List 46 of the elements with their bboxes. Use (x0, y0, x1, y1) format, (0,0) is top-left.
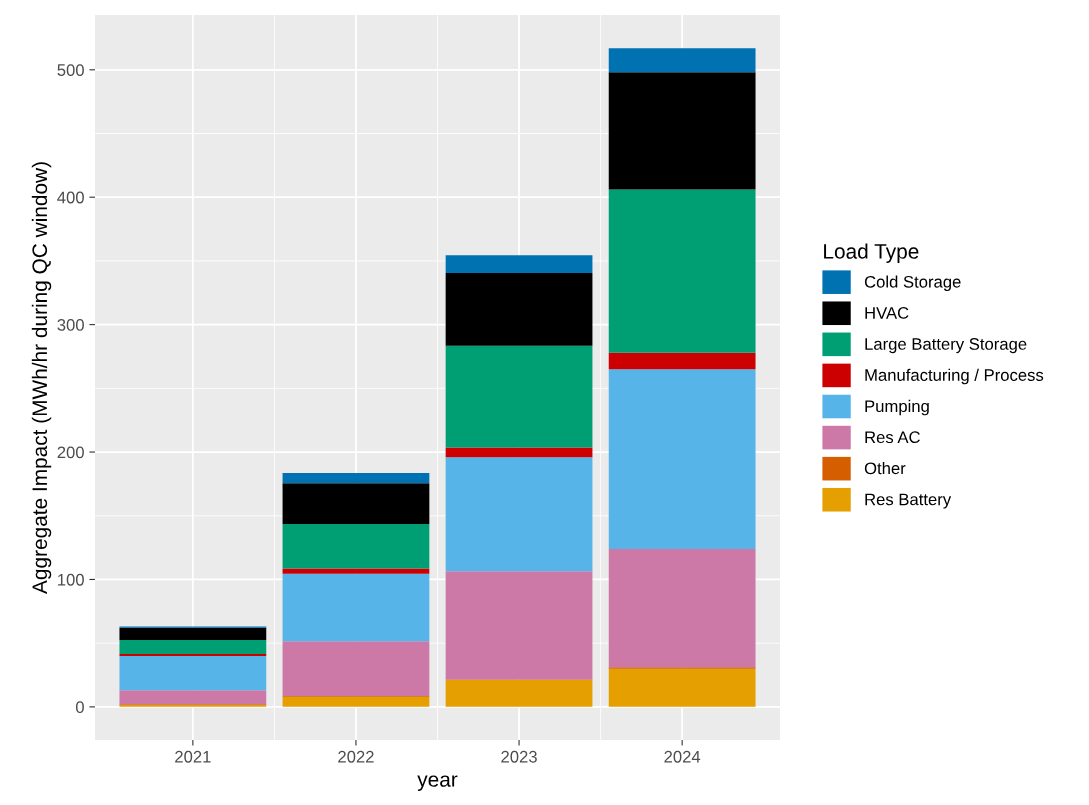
bar (445, 273, 593, 346)
bar (608, 189, 756, 353)
bar (608, 352, 756, 370)
legend-label: Res Battery (865, 493, 952, 509)
bar (282, 641, 430, 697)
bar (282, 473, 430, 484)
bar (282, 568, 430, 574)
x-tick-label: 2023 (501, 750, 537, 763)
x-tick-label: 2024 (664, 750, 701, 763)
bar (445, 345, 593, 448)
bar (608, 548, 756, 668)
bar (608, 48, 756, 73)
bar (119, 690, 267, 705)
bar (282, 573, 430, 642)
legend-label: Large Battery Storage (865, 338, 1027, 354)
y-tick-label: 0 (75, 701, 84, 714)
legend-label: Manufacturing / Process (865, 368, 1044, 385)
legend-title: Load Type (824, 243, 919, 263)
y-tick-label: 200 (57, 446, 84, 459)
bar (445, 447, 593, 458)
bar (445, 255, 593, 274)
legend-label: Other (864, 461, 906, 475)
bar (119, 655, 267, 691)
bar (608, 369, 756, 549)
y-tick-label: 400 (57, 191, 84, 204)
x-axis-title: year (417, 775, 458, 791)
bar (282, 483, 430, 525)
legend-label: Pumping (865, 399, 929, 416)
x-tick-label: 2021 (175, 750, 211, 763)
bar (119, 639, 267, 654)
bar (608, 668, 756, 707)
bar (608, 72, 756, 190)
bar (282, 696, 430, 707)
bar (445, 457, 593, 572)
legend-label: Res AC (865, 431, 920, 444)
bar (282, 524, 430, 569)
bar (119, 627, 267, 640)
y-tick-label: 100 (58, 573, 84, 586)
y-tick-label: 500 (57, 64, 84, 76)
y-axis-title: Aggregate Impact (MWh/hr during QC window) (31, 162, 52, 594)
y-tick-label: 300 (57, 319, 84, 331)
legend-label: HVAC (865, 306, 909, 319)
legend-label: Cold Storage (864, 275, 961, 291)
x-tick-label: 2022 (338, 750, 374, 763)
bar (445, 571, 593, 680)
bar (445, 680, 593, 707)
